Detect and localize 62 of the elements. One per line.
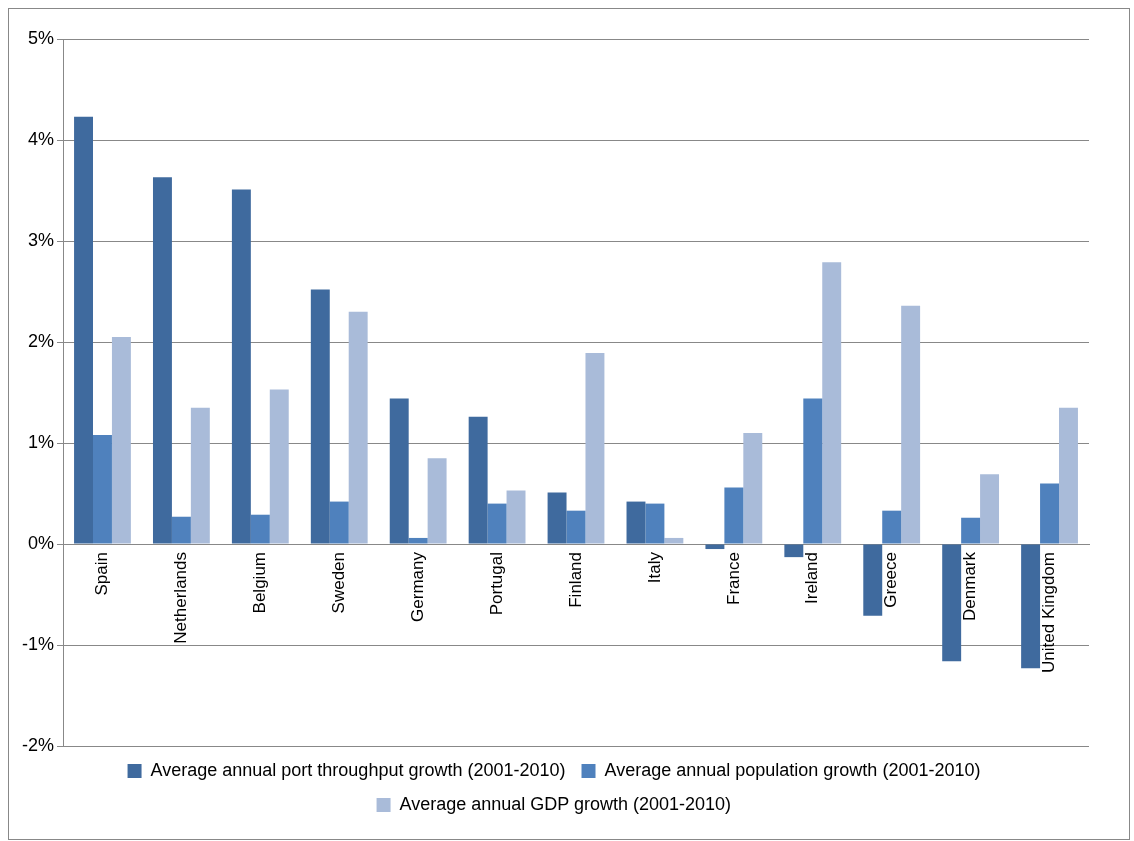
- bar: [506, 490, 526, 544]
- x-tick-label: Finland: [565, 552, 585, 608]
- bar: [585, 353, 605, 544]
- x-tick-label: Portugal: [486, 552, 506, 616]
- y-tick-label: 3%: [27, 229, 55, 250]
- y-tick-label: -2%: [21, 734, 55, 755]
- x-tick-label: Germany: [407, 551, 427, 622]
- legend-label: Average annual population growth (2001-2010): [604, 759, 981, 780]
- bar: [408, 537, 428, 544]
- bar: [724, 487, 744, 544]
- bar: [74, 116, 93, 544]
- bar: [1021, 544, 1041, 669]
- bar: [980, 474, 1000, 544]
- bar: [93, 434, 112, 544]
- x-tick-label: Sweden: [328, 552, 348, 614]
- x-tick-label: Denmark: [960, 551, 980, 621]
- x-tick-label: Ireland: [802, 552, 822, 604]
- bar: [329, 501, 349, 544]
- bar: [171, 516, 191, 544]
- x-tick-label: Spain: [92, 552, 112, 596]
- bar: [310, 289, 330, 544]
- bar: [863, 544, 883, 616]
- legend-label: Average annual GDP growth (2001-2010): [399, 793, 732, 814]
- x-tick-label: Italy: [644, 551, 664, 584]
- y-tick-label: -1%: [21, 633, 55, 654]
- bar: [1059, 407, 1078, 544]
- x-tick-label: France: [723, 552, 743, 605]
- bar: [190, 407, 210, 544]
- x-tick-label: United Kingdom: [1039, 552, 1059, 673]
- bar: [111, 336, 131, 544]
- bar: [348, 311, 368, 544]
- y-tick-label: 1%: [27, 431, 55, 452]
- bar: [882, 510, 902, 544]
- y-tick-label: 2%: [27, 330, 55, 351]
- y-tick-label: 5%: [27, 27, 55, 48]
- bar: [901, 305, 921, 544]
- bar: [626, 501, 646, 544]
- legend-label: Average annual port throughput growth (2001-2010): [150, 759, 566, 780]
- bar: [250, 514, 270, 544]
- x-tick-label: Netherlands: [171, 552, 191, 644]
- bar: [1040, 483, 1060, 544]
- bar: [427, 458, 447, 544]
- bar: [269, 389, 289, 544]
- bar: [803, 398, 823, 544]
- y-tick-label: 0%: [27, 532, 55, 553]
- bar: [942, 544, 962, 662]
- bar: [152, 177, 172, 544]
- bar: [547, 492, 567, 544]
- bar: [468, 416, 488, 544]
- y-tick-label: 4%: [27, 128, 55, 149]
- bar: [822, 262, 842, 544]
- bar: [231, 189, 251, 544]
- bar: [784, 544, 804, 558]
- bar: [389, 398, 409, 544]
- x-tick-label: Belgium: [250, 552, 269, 614]
- bar: [961, 517, 981, 544]
- bar: [645, 503, 665, 544]
- bar: [566, 510, 586, 544]
- x-tick-label: Greece: [881, 552, 901, 608]
- bar: [487, 503, 507, 544]
- bar: [664, 537, 684, 544]
- bar: [743, 432, 763, 544]
